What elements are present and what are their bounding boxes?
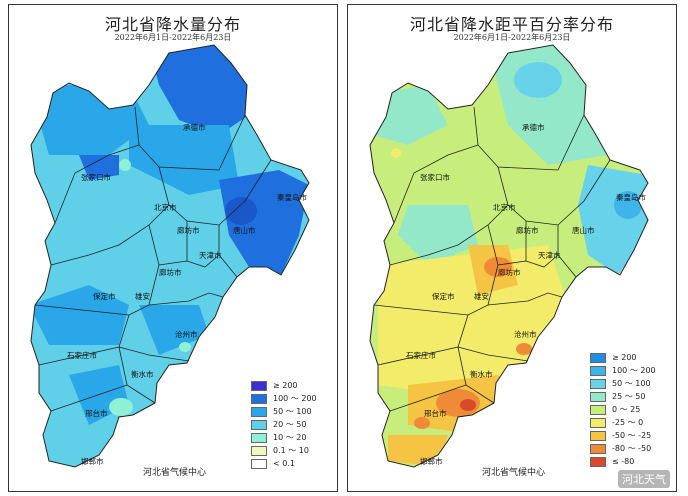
legend-label: 0.1 ～ 10 [273, 446, 309, 455]
legend-swatch [590, 391, 606, 402]
legend-swatch [590, 378, 606, 389]
city-label: 沧州市 [175, 329, 198, 339]
city-label: 邯郸市 [81, 456, 104, 466]
legend-label: ≥ 200 [273, 381, 298, 390]
legend-item: < 0.1 [251, 457, 333, 470]
legend-label: 0 ～ 25 [612, 405, 641, 414]
legend-swatch [251, 432, 267, 443]
legend-item: ≤ -80 [590, 455, 672, 468]
city-label: 邢台市 [85, 408, 108, 418]
city-label: 唐山市 [572, 225, 595, 235]
legend-item: -50 ～ -25 [590, 429, 672, 442]
city-label: 廊坊市 [159, 267, 182, 277]
city-label: 张家口市 [420, 172, 450, 182]
legend-label: ≤ -80 [612, 457, 635, 466]
legend-swatch [590, 365, 606, 376]
hebei-precipitation-map: 承德市 张家口市 北京市 秦皇岛市 廊坊市 唐山市 天津市 廊坊市 保定市 雄安… [30, 44, 310, 468]
legend-swatch [251, 406, 267, 417]
city-label: 保定市 [432, 291, 455, 301]
legend-swatch [251, 419, 267, 430]
legend-label: -80 ～ -50 [612, 444, 652, 453]
watermark: 河北天气 [618, 470, 670, 488]
date-range: 2022年6月1日-2022年6月23日 [114, 33, 232, 42]
legend-item: 25 ～ 50 [590, 390, 672, 403]
city-label: 保定市 [93, 291, 116, 301]
legend-swatch [590, 430, 606, 441]
city-label: 邯郸市 [420, 456, 443, 466]
legend-item: ≥ 200 [251, 379, 333, 392]
legend-label: -25 ～ 0 [612, 418, 644, 427]
city-label: 衡水市 [131, 369, 154, 379]
date-range: 2022年6月1日-2022年6月23日 [453, 33, 571, 42]
legend-label: -50 ～ -25 [612, 431, 652, 440]
legend-item: 50 ～ 100 [251, 405, 333, 418]
legend-item: 100 ～ 200 [251, 392, 333, 405]
legend-item: ≥ 200 [590, 351, 672, 364]
legend-label: 25 ～ 50 [612, 392, 646, 401]
legend-swatch [251, 445, 267, 456]
city-label: 承德市 [522, 122, 545, 132]
anomaly-map-panel: 河北省降水距平百分率分布 2022年6月1日-2022年6月23日 [347, 4, 677, 492]
city-label: 邢台市 [424, 408, 447, 418]
city-label: 承德市 [183, 122, 206, 132]
legend-swatch [251, 380, 267, 391]
city-label: 石家庄市 [67, 350, 97, 360]
city-label: 秦皇岛市 [277, 192, 307, 202]
city-label: 天津市 [199, 250, 222, 260]
legend-swatch [590, 404, 606, 415]
map-title: 河北省降水量分布 [104, 15, 241, 34]
legend-item: 0.1 ～ 10 [251, 444, 333, 457]
map-legend: ≥ 200 100 ～ 200 50 ～ 100 25 ～ 50 0 ～ 25 … [590, 351, 672, 468]
legend-swatch [251, 393, 267, 404]
producer-label: 河北省气候中心 [143, 468, 207, 478]
city-label: 天津市 [538, 250, 561, 260]
legend-label: 100 ～ 200 [273, 394, 317, 403]
legend-item: 100 ～ 200 [590, 364, 672, 377]
city-label: 石家庄市 [406, 350, 436, 360]
city-label: 北京市 [154, 202, 177, 212]
map-legend: ≥ 200 100 ～ 200 50 ～ 100 20 ～ 50 10 ～ 20… [251, 379, 333, 470]
legend-label: 50 ～ 100 [612, 379, 651, 388]
legend-item: 0 ～ 25 [590, 403, 672, 416]
legend-swatch [590, 443, 606, 454]
legend-item: -25 ～ 0 [590, 416, 672, 429]
city-label: 廊坊市 [516, 225, 539, 235]
precipitation-map-panel: 河北省降水量分布 2022年6月1日-2022年6月23日 [8, 4, 338, 492]
legend-label: 50 ～ 100 [273, 407, 312, 416]
city-label: 北京市 [493, 202, 516, 212]
city-label: 衡水市 [470, 369, 493, 379]
legend-item: -80 ～ -50 [590, 442, 672, 455]
legend-label: ≥ 200 [612, 353, 637, 362]
legend-item: 20 ～ 50 [251, 418, 333, 431]
city-label: 廊坊市 [177, 225, 200, 235]
legend-label: < 0.1 [273, 459, 295, 468]
city-label: 唐山市 [233, 225, 256, 235]
hebei-anomaly-map: 承德市 张家口市 北京市 秦皇岛市 廊坊市 唐山市 天津市 廊坊市 保定市 雄安… [369, 44, 649, 468]
legend-swatch [590, 352, 606, 363]
city-label: 雄安 [474, 291, 489, 301]
legend-item: 10 ～ 20 [251, 431, 333, 444]
legend-label: 20 ～ 50 [273, 420, 307, 429]
legend-swatch [590, 417, 606, 428]
legend-label: 10 ～ 20 [273, 433, 307, 442]
city-label: 张家口市 [81, 172, 111, 182]
legend-swatch [251, 458, 267, 469]
legend-label: 100 ～ 200 [612, 366, 656, 375]
city-label: 雄安 [135, 291, 150, 301]
city-label: 沧州市 [514, 329, 537, 339]
legend-swatch [590, 456, 606, 467]
city-label: 廊坊市 [498, 267, 521, 277]
city-label: 秦皇岛市 [616, 192, 646, 202]
map-title: 河北省降水距平百分率分布 [409, 15, 614, 34]
producer-label: 河北省气候中心 [482, 468, 546, 478]
legend-item: 50 ～ 100 [590, 377, 672, 390]
